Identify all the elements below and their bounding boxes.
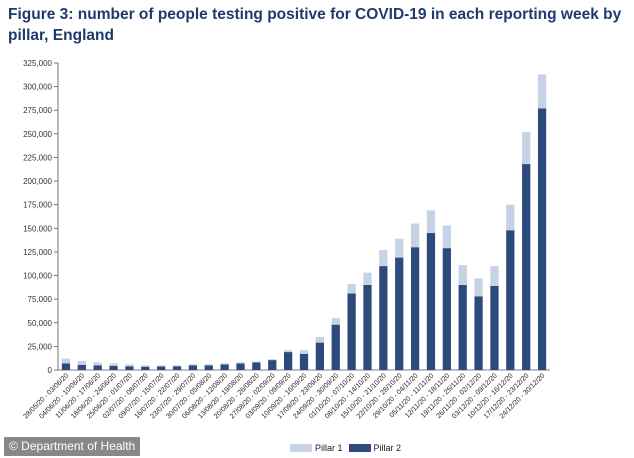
bar-pillar-2 (125, 366, 134, 370)
bar-pillar-1 (93, 362, 102, 366)
bar-pillar-1 (204, 364, 213, 366)
bar-pillar-1 (522, 131, 531, 165)
bar-pillar-1 (410, 223, 420, 248)
legend-label-pillar-2: Pillar 2 (373, 443, 402, 453)
y-tick-label: 300,000 (23, 83, 52, 92)
y-tick-label: 75,000 (28, 295, 53, 304)
y-tick-label: 150,000 (23, 224, 52, 233)
y-tick-label: 250,000 (23, 130, 52, 139)
bar-series (61, 74, 547, 370)
bar-pillar-1 (458, 265, 467, 285)
bar-pillar-2 (315, 342, 324, 370)
y-tick-label: 50,000 (28, 319, 53, 328)
bar-pillar-2 (490, 285, 499, 370)
bar-pillar-2 (61, 363, 71, 370)
y-tick-label: 325,000 (23, 59, 52, 68)
bar-pillar-2 (204, 365, 213, 370)
bar-pillar-1 (125, 364, 134, 367)
bar-pillar-2 (236, 363, 245, 370)
bar-pillar-1 (299, 350, 309, 354)
bar-pillar-2 (188, 365, 198, 370)
bar-pillar-1 (315, 336, 324, 343)
bar-pillar-2 (379, 266, 388, 370)
bar-pillar-1 (188, 364, 198, 366)
bar-pillar-1 (331, 318, 340, 325)
bar-pillar-1 (172, 365, 182, 367)
bar-pillar-2 (172, 366, 182, 370)
bar-pillar-1 (426, 210, 436, 234)
legend-item-pillar-1: Pillar 1 (290, 443, 343, 453)
bar-pillar-2 (522, 164, 531, 370)
bar-pillar-1 (77, 361, 86, 365)
legend-swatch-pillar-2 (348, 444, 371, 452)
bar-pillar-2 (220, 364, 229, 370)
bar-pillar-2 (458, 284, 467, 370)
bar-pillar-2 (93, 365, 102, 370)
y-tick-label: 100,000 (23, 272, 52, 281)
bar-pillar-2 (157, 366, 166, 370)
y-tick-label: 275,000 (23, 106, 52, 115)
bar-pillar-1 (61, 358, 71, 364)
bar-pillar-1 (252, 361, 261, 363)
bar-pillar-1 (141, 365, 150, 367)
legend-swatch-pillar-1 (290, 444, 312, 452)
bar-pillar-1 (236, 362, 245, 364)
bar-pillar-2 (331, 324, 340, 370)
bar-pillar-1 (347, 284, 356, 294)
y-tick-label: 125,000 (23, 248, 52, 257)
bar-pillar-2 (506, 230, 515, 370)
y-tick-label: 0 (48, 366, 53, 375)
bar-pillar-1 (506, 204, 515, 231)
bar-pillar-1 (220, 363, 229, 365)
bar-pillar-2 (363, 284, 372, 370)
bar-pillar-2 (268, 360, 277, 370)
y-tick-label: 225,000 (23, 153, 52, 162)
y-axis: 0 25,000 50,000 75,000 100,000 125,000 150,000… (23, 59, 550, 375)
bar-pillar-2 (347, 293, 356, 370)
bar-pillar-1 (395, 238, 404, 258)
bar-pillar-1 (490, 266, 499, 286)
bar-pillar-1 (379, 250, 388, 267)
y-tick-label: 175,000 (23, 201, 52, 210)
bar-pillar-1 (284, 350, 293, 353)
bar-pillar-1 (363, 272, 372, 285)
y-tick-label: 200,000 (23, 177, 52, 186)
bar-pillar-2 (395, 257, 404, 370)
bar-pillar-2 (284, 352, 293, 370)
bar-pillar-1 (474, 278, 483, 297)
bar-pillar-2 (426, 233, 436, 370)
bar-pillar-2 (442, 248, 451, 370)
bar-pillar-1 (157, 365, 166, 367)
bar-pillar-2 (537, 108, 547, 370)
bar-pillar-2 (252, 362, 261, 370)
bar-pillar-2 (77, 364, 86, 370)
source-credit: © Department of Health (4, 437, 141, 456)
bar-pillar-2 (109, 365, 118, 370)
bar-pillar-2 (410, 247, 420, 370)
bar-pillar-1 (537, 74, 547, 109)
bar-pillar-1 (442, 225, 451, 249)
y-tick-label: 25,000 (28, 342, 53, 351)
bar-pillar-2 (474, 296, 483, 370)
bar-pillar-2 (141, 366, 150, 370)
legend: Pillar 1 Pillar 2 (290, 443, 407, 453)
legend-label-pillar-1: Pillar 1 (315, 443, 343, 453)
legend-item-pillar-2: Pillar 2 (348, 443, 402, 453)
bar-pillar-2 (299, 353, 309, 370)
figure-title: Figure 3: number of people testing posit… (8, 6, 622, 44)
bar-pillar-1 (268, 359, 277, 361)
bar-pillar-1 (109, 363, 118, 366)
